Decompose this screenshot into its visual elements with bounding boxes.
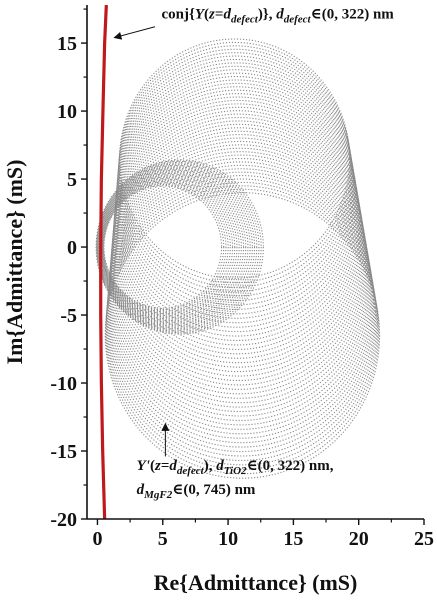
y-tick-label: -10: [50, 373, 77, 395]
admittance-circle-2-18: [96, 160, 262, 334]
annotation-text: conj{Y(z=ddefect)}, ddefect∈(0, 322) nm: [161, 7, 394, 26]
admittance-circle-1-44: [105, 188, 380, 475]
admittance-circle-1-43: [105, 185, 379, 470]
admittance-circle-2-4: [101, 179, 231, 315]
admittance-circle-1-32: [108, 147, 372, 422]
x-tick-label: 25: [414, 528, 434, 550]
admittance-circle-1-4: [117, 52, 353, 297]
y-tick-label: -5: [60, 305, 77, 327]
admittance-circle-1-21: [112, 110, 365, 373]
y-axis-title: Im{Admittance} (mS): [2, 160, 27, 365]
admittance-circle-1-30: [109, 140, 371, 413]
admittance-circle-2-12: [98, 168, 249, 326]
admittance-circle-1-5: [117, 55, 354, 302]
admittance-circle-1-2: [118, 45, 352, 288]
admittance-circle-1-27: [110, 130, 369, 399]
x-tick-label: 0: [92, 528, 102, 550]
admittance-circle-1-6: [117, 58, 355, 306]
admittance-circle-1-23: [111, 116, 366, 382]
admittance-circle-2-14: [97, 166, 253, 328]
admittance-circle-1-22: [112, 113, 365, 377]
x-tick-label: 15: [283, 528, 303, 550]
admittance-circle-1-28: [110, 134, 369, 404]
annotation-text: dMgF2∈(0, 745) nm: [137, 482, 256, 501]
admittance-circle-1-26: [110, 127, 368, 395]
admittance-circle-1-24: [111, 120, 367, 386]
x-tick-label: 20: [349, 528, 369, 550]
admittance-circle-1-36: [107, 161, 375, 439]
admittance-circle-2-16: [96, 163, 258, 331]
y-tick-label: 15: [57, 33, 77, 55]
annotations: conj{Y(z=ddefect)}, ddefect∈(0, 322) nm Y…: [113, 7, 394, 501]
admittance-circle-1-41: [106, 178, 378, 461]
axes: 0 5 10 15 20 25 -20 -15 -10 -5 0 5 10 15: [50, 5, 434, 550]
admittance-circle-2-0: [103, 185, 223, 309]
admittance-circle-1-20: [112, 106, 364, 368]
circle-family: [95, 38, 381, 479]
admittance-circle-2-7: [100, 175, 238, 319]
y-tick-label: 5: [67, 169, 77, 191]
admittance-circle-2-5: [101, 178, 234, 316]
y-tick-label: -15: [50, 441, 77, 463]
annotation-text: Y'(z=ddefect), dTiO2∈(0, 322) nm,: [137, 458, 334, 477]
admittance-circle-2-13: [98, 167, 251, 327]
admittance-circle-2-10: [99, 171, 245, 323]
y-tick-label: -20: [50, 509, 77, 531]
admittance-circle-1-25: [111, 123, 367, 390]
x-axis-title: Re{Admittance} (mS): [154, 570, 358, 595]
admittance-circle-2-19: [95, 159, 264, 335]
admittance-circle-1-7: [116, 62, 355, 310]
admittance-circle-2-15: [97, 164, 256, 330]
x-tick-label: 10: [218, 528, 238, 550]
annotation-arrow: [113, 26, 156, 40]
admittance-circle-1-31: [109, 144, 371, 417]
admittance-circle-1-42: [105, 181, 379, 466]
admittance-circle-1-0: [119, 38, 351, 279]
y-tick-label: 10: [57, 101, 77, 123]
admittance-circle-2-1: [103, 183, 225, 311]
conj-admittance-curve: [99, 5, 108, 519]
admittance-circle-1-45: [104, 192, 381, 479]
admittance-circle-1-9: [116, 69, 357, 319]
admittance-circle-1-40: [106, 175, 377, 457]
x-tick-label: 5: [158, 528, 168, 550]
admittance-circle-2-8: [100, 174, 240, 320]
y-tick-label: 0: [67, 237, 77, 259]
admittance-circle-1-39: [106, 171, 377, 453]
admittance-circle-2-17: [96, 162, 260, 332]
conj-admittance-line: [99, 5, 108, 519]
admittance-circle-1-34: [108, 154, 373, 430]
admittance-circle-1-8: [116, 65, 356, 315]
admittance-circle-2-2: [102, 182, 227, 312]
admittance-circle-2-3: [102, 181, 229, 313]
admittance-circle-1-38: [106, 168, 376, 448]
